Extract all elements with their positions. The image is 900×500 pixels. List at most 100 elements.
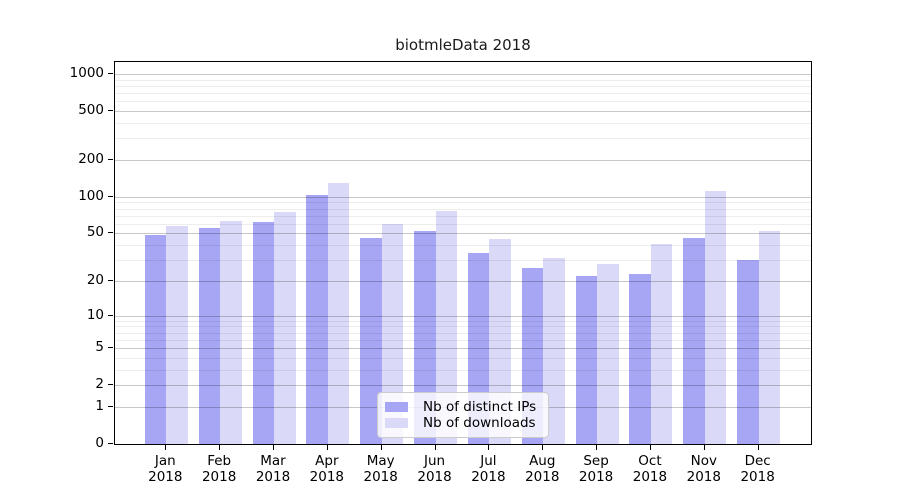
x-tick-label-oct-2018: Oct 2018 [632, 453, 668, 485]
y-tick-mark-50 [108, 232, 113, 234]
x-tick-mark-jan-2018 [165, 445, 167, 450]
gridline-5 [115, 348, 811, 350]
y-tick-label-10: 10 [86, 306, 104, 323]
gridline-400 [115, 123, 811, 125]
x-tick-label-apr-2018: Apr 2018 [309, 453, 345, 485]
plot-area [114, 61, 812, 445]
legend-swatch-nb-of-distinct-ips [385, 402, 408, 412]
y-tick-label-2: 2 [95, 376, 104, 393]
y-tick-label-50: 50 [86, 224, 104, 241]
gridline-70 [115, 215, 811, 217]
x-tick-mark-oct-2018 [649, 445, 651, 450]
bar-nb-of-distinct-ips-nov-2018 [683, 238, 705, 444]
x-tick-mark-jun-2018 [434, 445, 436, 450]
gridline-1000 [115, 74, 811, 76]
y-tick-label-20: 20 [86, 271, 104, 288]
bar-nb-of-downloads-oct-2018 [650, 244, 673, 444]
x-tick-label-jun-2018: Jun 2018 [417, 453, 452, 485]
y-tick-mark-10 [108, 314, 113, 316]
gridline-60 [115, 223, 811, 225]
bar-nb-of-downloads-jan-2018 [166, 226, 188, 444]
y-tick-label-1000: 1000 [69, 65, 104, 82]
bar-nb-of-downloads-may-2018 [381, 223, 404, 444]
y-tick-mark-0 [108, 443, 113, 444]
y-tick-mark-500 [108, 110, 113, 112]
legend-row-nb-of-distinct-ips: Nb of distinct IPs [385, 399, 536, 415]
y-tick-mark-2 [108, 384, 113, 386]
gridline-20 [115, 280, 811, 282]
x-tick-mark-apr-2018 [326, 445, 328, 450]
y-tick-label-5: 5 [95, 339, 104, 356]
x-tick-label-jan-2018: Jan 2018 [148, 453, 183, 485]
gridline-100 [115, 196, 811, 198]
gridline-10 [115, 315, 811, 317]
x-tick-label-dec-2018: Dec 2018 [740, 453, 775, 485]
y-tick-label-200: 200 [78, 151, 104, 168]
gridline-700 [115, 93, 811, 95]
bar-nb-of-downloads-apr-2018 [327, 182, 350, 444]
y-tick-label-0: 0 [95, 435, 104, 451]
y-tick-mark-20 [108, 279, 113, 281]
bar-nb-of-downloads-jun-2018 [435, 210, 458, 444]
x-tick-mark-mar-2018 [273, 445, 274, 450]
gridline-6 [115, 339, 811, 341]
y-tick-label-500: 500 [78, 102, 104, 119]
gridline-40 [115, 245, 811, 247]
gridline-3 [115, 369, 811, 371]
y-tick-label-1: 1 [95, 397, 104, 414]
legend-row-nb-of-downloads: Nb of downloads [385, 415, 536, 431]
gridline-8 [115, 326, 811, 328]
gridline-7 [115, 332, 811, 334]
x-tick-label-mar-2018: Mar 2018 [255, 453, 291, 485]
y-tick-mark-5 [108, 347, 113, 349]
bar-nb-of-downloads-sep-2018 [597, 263, 619, 444]
x-tick-mark-sep-2018 [596, 445, 598, 450]
bar-nb-of-distinct-ips-dec-2018 [737, 259, 759, 444]
legend-swatch-nb-of-downloads [385, 418, 408, 428]
bar-nb-of-distinct-ips-may-2018 [360, 238, 382, 444]
gridline-900 [115, 79, 811, 81]
y-tick-mark-200 [108, 159, 113, 161]
x-tick-label-may-2018: May 2018 [363, 453, 398, 485]
gridline-90 [115, 202, 811, 204]
x-tick-mark-dec-2018 [757, 445, 759, 450]
gridline-2 [115, 385, 811, 387]
bar-nb-of-distinct-ips-feb-2018 [198, 228, 221, 444]
bar-nb-of-downloads-feb-2018 [220, 221, 242, 444]
y-tick-label-100: 100 [78, 187, 104, 204]
legend-label-nb-of-distinct-ips: Nb of distinct IPs [423, 399, 537, 415]
bar-nb-of-distinct-ips-oct-2018 [629, 274, 651, 444]
y-tick-mark-1000 [108, 73, 113, 75]
x-tick-mark-feb-2018 [219, 445, 221, 450]
bar-nb-of-distinct-ips-jun-2018 [414, 231, 436, 444]
bar-nb-of-downloads-dec-2018 [758, 231, 781, 444]
y-tick-mark-1 [108, 405, 113, 407]
x-tick-label-jul-2018: Jul 2018 [471, 453, 506, 485]
gridline-500 [115, 111, 811, 113]
x-tick-label-aug-2018: Aug 2018 [525, 453, 560, 485]
bar-nb-of-distinct-ips-apr-2018 [306, 194, 328, 444]
gridline-50 [115, 233, 811, 235]
bar-nb-of-downloads-nov-2018 [704, 190, 727, 444]
bar-nb-of-distinct-ips-sep-2018 [575, 276, 598, 444]
x-tick-label-feb-2018: Feb 2018 [201, 453, 237, 485]
gridline-600 [115, 101, 811, 103]
x-tick-label-nov-2018: Nov 2018 [686, 453, 721, 485]
x-tick-mark-nov-2018 [703, 445, 705, 450]
gridline-30 [115, 260, 811, 262]
bar-nb-of-downloads-mar-2018 [274, 211, 296, 444]
x-tick-label-sep-2018: Sep 2018 [578, 453, 614, 485]
legend-label-nb-of-downloads: Nb of downloads [423, 415, 536, 431]
chart-title: biotmleData 2018 [395, 36, 531, 54]
gridline-800 [115, 85, 811, 87]
gridline-4 [115, 357, 811, 359]
x-tick-mark-aug-2018 [542, 445, 544, 450]
legend: Nb of distinct IPs Nb of downloads [377, 392, 550, 438]
bar-nb-of-distinct-ips-mar-2018 [252, 221, 274, 444]
y-tick-mark-100 [108, 195, 113, 197]
bar-nb-of-distinct-ips-jan-2018 [144, 234, 167, 444]
x-tick-mark-jul-2018 [488, 445, 490, 450]
gridline-200 [115, 160, 811, 162]
x-tick-mark-may-2018 [380, 445, 382, 450]
